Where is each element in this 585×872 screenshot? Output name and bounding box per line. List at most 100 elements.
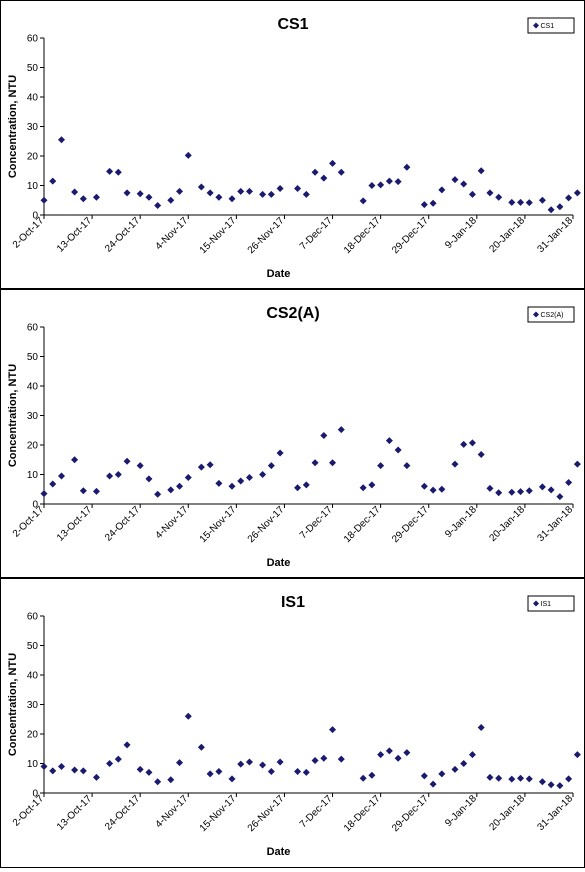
data-point — [259, 761, 267, 769]
y-tick-label: 20 — [27, 441, 39, 452]
data-point — [538, 196, 546, 204]
data-point — [267, 767, 275, 775]
y-tick-label: 40 — [27, 671, 39, 682]
data-point — [154, 490, 162, 498]
data-point — [79, 767, 87, 775]
data-point — [460, 760, 468, 767]
data-point — [184, 473, 192, 481]
data-point — [420, 772, 428, 780]
y-tick-label: 30 — [27, 122, 39, 133]
data-point — [57, 472, 65, 480]
data-point — [294, 767, 302, 775]
y-tick-label: 20 — [27, 730, 39, 741]
data-point — [337, 426, 345, 434]
data-point — [429, 199, 437, 207]
y-tick-label: 40 — [27, 93, 39, 104]
data-point — [359, 484, 367, 492]
legend-label: CS1 — [541, 23, 555, 30]
x-tick-label: 24-Oct-17 — [103, 793, 143, 833]
data-point — [565, 775, 573, 783]
data-point — [167, 196, 175, 204]
data-point — [538, 483, 546, 491]
data-point — [267, 190, 275, 198]
y-tick-label: 60 — [27, 323, 39, 334]
data-point — [565, 194, 573, 202]
x-axis-label: Date — [267, 557, 291, 569]
x-tick-label: 2-Oct-17 — [11, 793, 47, 829]
data-point — [508, 775, 516, 783]
x-tick-label: 4-Nov-17 — [154, 793, 191, 830]
scatter-chart-is1: IS1 IS1 0 10 20 30 40 50 60 2-Oct-17 13-Oct-17 24-O… — [7, 594, 581, 858]
data-point — [206, 189, 214, 197]
data-point — [573, 189, 581, 197]
data-point — [106, 472, 114, 480]
data-point — [40, 196, 48, 204]
data-point — [508, 198, 516, 206]
data-point — [176, 482, 184, 490]
y-tick-label: 10 — [27, 181, 39, 192]
data-point — [114, 755, 122, 763]
data-point — [123, 189, 131, 197]
data-point — [329, 459, 337, 467]
data-point — [71, 456, 79, 464]
data-point — [57, 136, 65, 144]
data-point — [486, 189, 494, 197]
x-axis-label: Date — [267, 846, 291, 858]
data-point — [329, 159, 337, 167]
data-point — [573, 751, 581, 759]
data-point — [123, 457, 131, 465]
x-tick-label: 29-Dec-17 — [390, 793, 431, 834]
y-tick-label: 40 — [27, 382, 39, 393]
data-point — [206, 461, 214, 469]
data-point — [57, 762, 65, 770]
data-point — [167, 486, 175, 494]
data-point — [228, 775, 236, 783]
data-point — [565, 478, 573, 486]
data-point — [40, 762, 48, 770]
y-tick-label: 0 — [32, 500, 38, 511]
data-point — [403, 462, 411, 470]
y-axis-label: Concentration, NTU — [7, 364, 19, 467]
data-point — [228, 482, 236, 490]
x-tick-label: 26-Nov-17 — [246, 793, 287, 834]
data-point — [184, 712, 192, 720]
data-point — [359, 774, 367, 782]
data-point — [547, 486, 555, 494]
data-point — [106, 760, 114, 767]
y-tick-label: 50 — [27, 352, 39, 363]
data-point — [359, 197, 367, 205]
x-tick-label: 4-Nov-17 — [154, 215, 191, 252]
legend-marker-icon — [533, 22, 539, 29]
data-point — [429, 780, 437, 788]
data-point — [114, 471, 122, 478]
x-tick-label: 29-Dec-17 — [390, 504, 431, 545]
data-point — [154, 202, 162, 210]
data-point — [477, 450, 485, 458]
data-point — [259, 190, 267, 198]
data-point — [438, 485, 446, 493]
data-point — [525, 487, 533, 495]
legend-marker-icon — [533, 600, 539, 607]
data-point — [71, 188, 79, 196]
data-point — [460, 440, 468, 448]
x-tick-label: 13-Oct-17 — [55, 215, 95, 255]
data-point — [517, 198, 525, 206]
x-tick-label: 13-Oct-17 — [55, 793, 95, 833]
data-point — [377, 462, 385, 470]
data-point — [438, 770, 446, 778]
data-series — [40, 426, 581, 501]
data-point — [495, 193, 503, 201]
data-point — [206, 770, 214, 778]
data-point — [245, 758, 253, 766]
data-point — [40, 490, 48, 498]
data-point — [197, 183, 205, 191]
y-tick-label: 0 — [32, 789, 38, 800]
data-point — [525, 775, 533, 783]
data-point — [451, 765, 459, 773]
data-point — [259, 471, 267, 478]
data-point — [337, 755, 345, 763]
data-point — [79, 195, 87, 203]
data-series — [40, 712, 581, 790]
scatter-chart-cs2a: CS2(A) CS2(A) 0 10 20 30 40 50 60 2-Oct-17 13-Oct-… — [7, 305, 581, 569]
legend: CS2(A) — [527, 306, 575, 323]
